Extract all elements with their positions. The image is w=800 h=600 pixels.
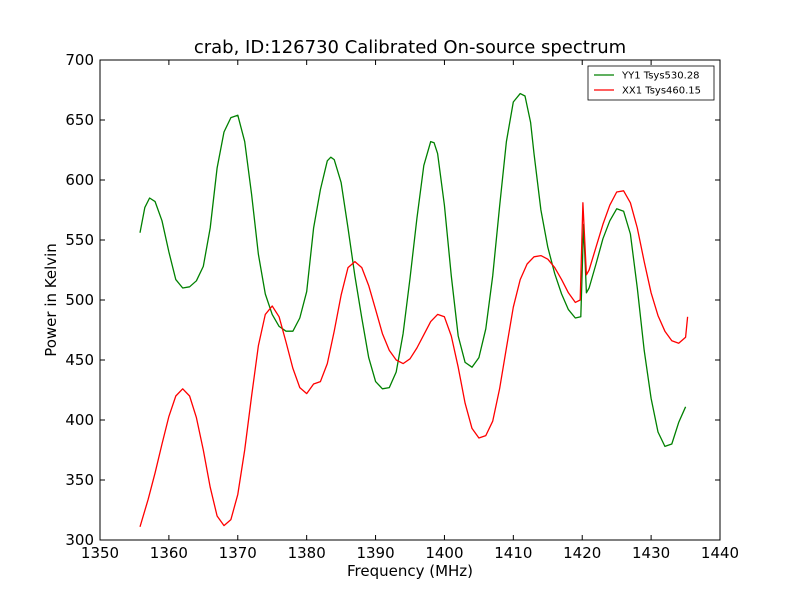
y-tick-label: 450: [65, 351, 94, 369]
y-axis-label: Power in Kelvin: [42, 243, 60, 357]
y-tick-label: 550: [65, 231, 94, 249]
x-tick-label: 1400: [425, 544, 463, 562]
y-tick-label: 700: [65, 51, 94, 69]
x-tick-label: 1380: [288, 544, 326, 562]
series-line-yy1: [139, 92, 687, 448]
chart-title: crab, ID:126730 Calibrated On-source spe…: [194, 37, 626, 58]
y-tick-label: 650: [65, 111, 94, 129]
x-tick-label: 1350: [81, 544, 119, 562]
x-tick-label: 1370: [219, 544, 257, 562]
y-tick-label: 500: [65, 291, 94, 309]
legend-box: [587, 65, 715, 101]
x-tick-label: 1360: [150, 544, 188, 562]
axis-ticks: 1350 1360 1370 1380 1390 1400 1410 1420 1430 1440…: [65, 51, 739, 562]
legend-label-yy1: YY1 Tsys530.28: [621, 71, 700, 82]
plot-area: [99, 59, 721, 541]
x-tick-label: 1440: [701, 544, 739, 562]
x-tick-label: 1430: [632, 544, 670, 562]
y-tick-label: 600: [65, 171, 94, 189]
x-axis-label: Frequency (MHz): [347, 562, 473, 580]
x-tick-label: 1420: [563, 544, 601, 562]
x-tick-label: 1410: [494, 544, 532, 562]
y-tick-label: 350: [65, 471, 94, 489]
series-layer: [139, 92, 689, 527]
x-tick-label: 1390: [356, 544, 394, 562]
y-tick-label: 300: [65, 531, 94, 549]
y-tick-label: 400: [65, 411, 94, 429]
legend: YY1 Tsys530.28 XX1 Tsys460.15: [587, 65, 715, 101]
series-line-xx1: [139, 190, 689, 527]
legend-label-xx1: XX1 Tsys460.15: [622, 86, 701, 97]
